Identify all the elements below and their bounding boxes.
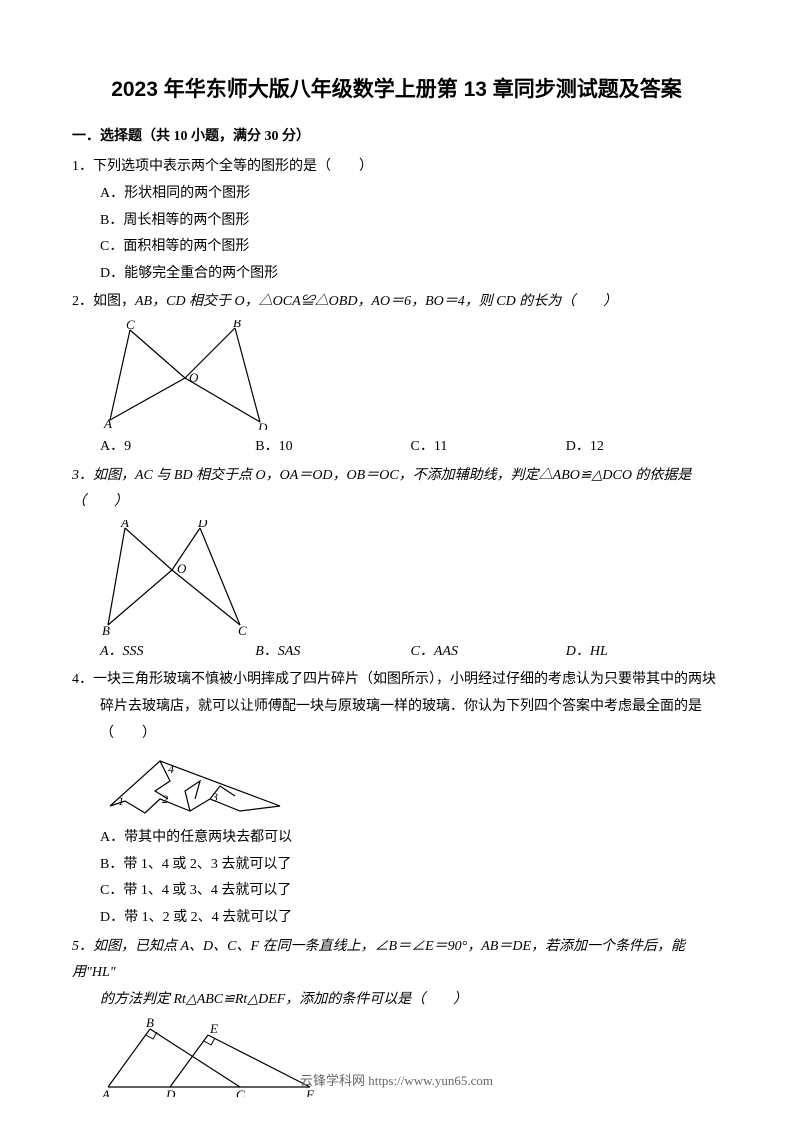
question-3: 3．如图，AC 与 BD 相交于点 O，OA＝OD，OB＝OC，不添加辅助线，判…	[72, 463, 721, 666]
q4-opt-c: C．带 1、4 或 3、4 去就可以了	[72, 878, 721, 905]
svg-text:2: 2	[162, 792, 168, 806]
svg-text:3: 3	[211, 790, 218, 804]
svg-text:E: E	[209, 1021, 218, 1036]
q3-stem: 3．如图，AC 与 BD 相交于点 O，OA＝OD，OB＝OC，不添加辅助线，判…	[72, 463, 721, 516]
svg-text:O: O	[189, 370, 199, 385]
svg-text:1: 1	[118, 794, 124, 808]
q1-opt-a: A．形状相同的两个图形	[72, 181, 721, 208]
q3-opt-d: D．HL	[566, 639, 721, 666]
q2-opt-b: B．10	[255, 434, 410, 461]
q4-stem-2: 碎片去玻璃店，就可以让师傅配一块与原玻璃一样的玻璃．你认为下列四个答案中考虑最全…	[72, 694, 721, 747]
q2-options: A．9 B．10 C．11 D．12	[72, 434, 721, 461]
q5-stem-1: 5．如图，已知点 A、D、C、F 在同一条直线上，∠B＝∠E＝90°，AB＝DE…	[72, 934, 721, 987]
q3-options: A．SSS B．SAS C．AAS D．HL	[72, 639, 721, 666]
q1-opt-c: C．面积相等的两个图形	[72, 234, 721, 261]
q2-opt-d: D．12	[566, 434, 721, 461]
q2-stem-pre: 2．如图，	[72, 294, 135, 309]
q1-opt-d: D．能够完全重合的两个图形	[72, 261, 721, 288]
q4-opt-b: B．带 1、4 或 2、3 去就可以了	[72, 852, 721, 879]
svg-text:C: C	[238, 623, 247, 635]
question-2: 2．如图，AB，CD 相交于 O，△OCA≌△OBD，AO＝6，BO＝4，则 C…	[72, 289, 721, 460]
q2-opt-c: C．11	[411, 434, 566, 461]
q4-opt-a: A．带其中的任意两块去都可以	[72, 825, 721, 852]
q3-opt-b: B．SAS	[255, 639, 410, 666]
q2-stem-mid: AB，CD 相交于 O，△OCA≌△OBD，AO＝6，BO＝4，则 CD 的长为…	[135, 294, 617, 309]
svg-text:A: A	[103, 416, 112, 430]
page-title: 2023 年华东师大版八年级数学上册第 13 章同步测试题及答案	[72, 70, 721, 110]
q2-opt-a: A．9	[100, 434, 255, 461]
svg-text:C: C	[126, 320, 135, 332]
svg-text:O: O	[177, 561, 187, 576]
q5-stem-2: 的方法判定 Rt△ABC≌Rt△DEF，添加的条件可以是（ ）	[72, 987, 721, 1014]
question-1: 1．下列选项中表示两个全等的图形的是（ ） A．形状相同的两个图形 B．周长相等…	[72, 154, 721, 287]
q3-opt-c: C．AAS	[411, 639, 566, 666]
q4-opt-d: D．带 1、2 或 2、4 去就可以了	[72, 905, 721, 932]
question-4: 4．一块三角形玻璃不慎被小明摔成了四片碎片（如图所示），小明经过仔细的考虑认为只…	[72, 667, 721, 931]
q3-figure: A D O B C	[100, 520, 721, 635]
q2-stem: 2．如图，AB，CD 相交于 O，△OCA≌△OBD，AO＝6，BO＝4，则 C…	[72, 289, 721, 316]
svg-text:A: A	[120, 520, 129, 530]
svg-text:B: B	[146, 1017, 154, 1030]
q4-figure: 4 1 2 3	[100, 751, 721, 821]
svg-text:B: B	[233, 320, 241, 330]
svg-text:D: D	[197, 520, 208, 530]
section-heading: 一．选择题（共 10 小题，满分 30 分）	[72, 124, 721, 151]
q1-stem: 1．下列选项中表示两个全等的图形的是（ ）	[72, 154, 721, 181]
svg-text:D: D	[257, 420, 268, 430]
svg-text:B: B	[102, 623, 110, 635]
q4-stem-1: 4．一块三角形玻璃不慎被小明摔成了四片碎片（如图所示），小明经过仔细的考虑认为只…	[72, 667, 721, 694]
q3-opt-a: A．SSS	[100, 639, 255, 666]
q1-opt-b: B．周长相等的两个图形	[72, 208, 721, 235]
q2-figure: C B O A D	[100, 320, 721, 430]
page-footer: 云锋学科网 https://www.yun65.com	[0, 1069, 793, 1094]
svg-text:4: 4	[168, 762, 174, 776]
